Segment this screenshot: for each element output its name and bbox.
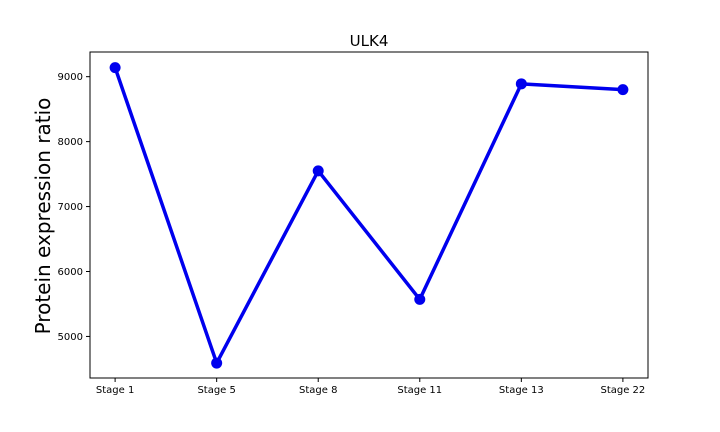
x-tick-label: Stage 8	[299, 385, 337, 396]
y-tick-label: 7000	[58, 202, 83, 213]
data-point	[312, 165, 324, 177]
x-ticks: Stage 1 Stage 5 Stage 8 Stage 11 Stage 13 Sta…	[96, 378, 645, 396]
data-point	[109, 62, 121, 74]
y-tick-label: 5000	[58, 332, 83, 343]
chart-title: ULK4	[350, 32, 389, 50]
y-axis-label: Protein expression ratio	[31, 98, 55, 335]
plot-layer	[109, 62, 629, 369]
data-point	[515, 78, 527, 90]
data-point	[211, 357, 223, 369]
plot-frame	[89, 51, 649, 379]
x-tick-label: Stage 11	[397, 385, 442, 396]
x-tick-label: Stage 22	[600, 385, 645, 396]
x-tick-label: Stage 1	[96, 385, 134, 396]
x-tick-label: Stage 5	[197, 385, 235, 396]
y-tick-label: 6000	[58, 267, 83, 278]
data-point	[414, 293, 426, 305]
data-point	[617, 84, 629, 96]
x-tick-label: Stage 13	[499, 385, 544, 396]
y-tick-label: 9000	[58, 72, 83, 83]
series-line	[113, 65, 625, 365]
y-ticks: 5000 6000 7000 8000 9000	[58, 72, 90, 343]
y-tick-label: 8000	[58, 137, 83, 148]
